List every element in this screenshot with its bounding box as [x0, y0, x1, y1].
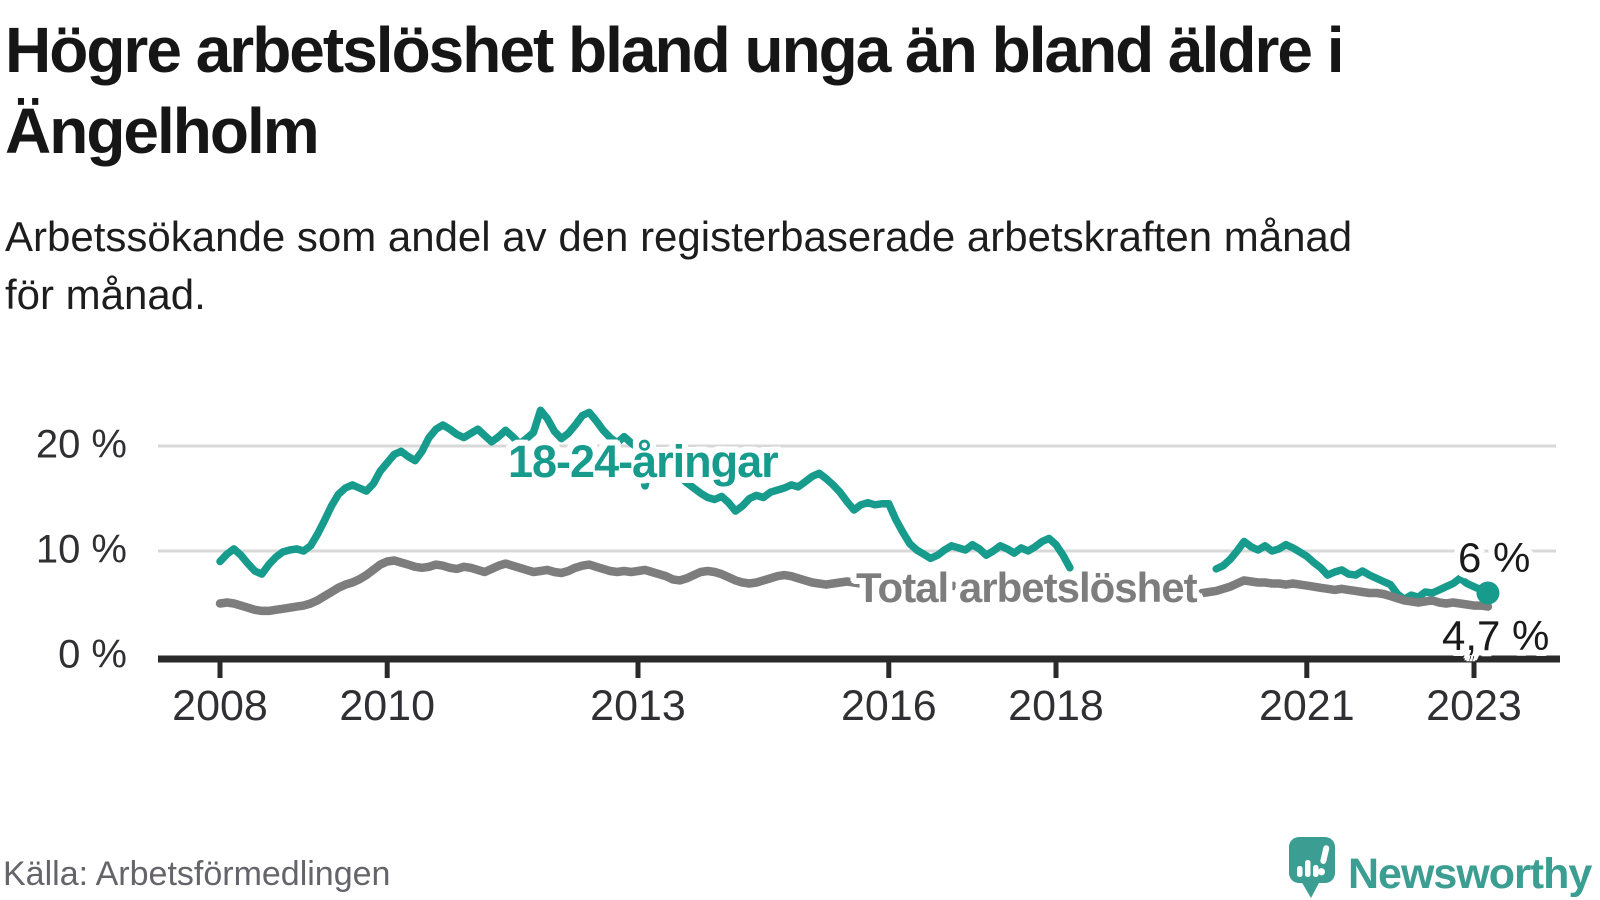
- page-title-line2: Ängelholm: [5, 95, 320, 167]
- end-value-label-youth: 6 %: [1458, 534, 1531, 581]
- page-title-line1: Högre arbetslöshet bland unga än bland ä…: [5, 14, 1345, 86]
- series-line-total: [215, 556, 1493, 616]
- bar-chart-icon: [1297, 866, 1303, 877]
- page-title: Högre arbetslöshet bland unga än bland ä…: [5, 10, 1585, 172]
- x-tick-label-2013: 2013: [590, 682, 686, 730]
- y-tick-label-20: 20 %: [35, 422, 127, 467]
- y-tick-label-10: 10 %: [35, 527, 127, 572]
- x-tick-label-2010: 2010: [339, 682, 436, 730]
- x-tick-label-2023: 2023: [1426, 682, 1522, 730]
- newsworthy-logo-icon: [1289, 837, 1335, 898]
- x-tick-label-2021: 2021: [1258, 682, 1355, 730]
- end-value-label-total: 4,7 %: [1442, 612, 1550, 659]
- page-subtitle-line1: Arbetssökande som andel av den registerb…: [5, 213, 1353, 260]
- x-tick-label-2008: 2008: [172, 682, 268, 730]
- source-text: Källa: Arbetsförmedlingen: [3, 855, 391, 893]
- page-subtitle: Arbetssökande som andel av den registerb…: [5, 208, 1585, 324]
- newsworthy-logo: Newsworthy: [1288, 836, 1592, 900]
- x-tick-label-2018: 2018: [1008, 682, 1104, 730]
- series-line-youth: [216, 406, 1492, 604]
- exclamation-icon: [1317, 845, 1330, 876]
- x-tick-label-2016: 2016: [840, 682, 937, 730]
- series-label-youth: 18-24-åringar: [508, 436, 779, 487]
- y-tick-label-0: 0 %: [58, 632, 127, 677]
- page-subtitle-line2: för månad.: [5, 271, 206, 318]
- newsworthy-wordmark: Newsworthy: [1348, 850, 1592, 898]
- last-point-dot: [1476, 581, 1500, 605]
- series-label-total: Total arbetslöshet: [856, 564, 1198, 611]
